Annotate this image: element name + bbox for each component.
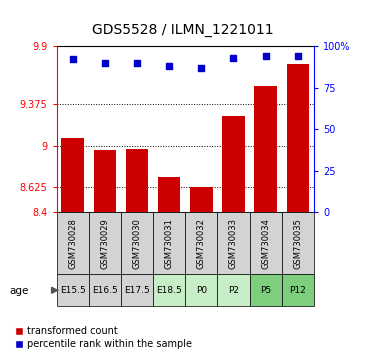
Text: E18.5: E18.5: [156, 286, 182, 295]
Bar: [126, 149, 148, 212]
Point: [199, 65, 204, 70]
Bar: [250, 274, 282, 306]
Point: [102, 60, 108, 65]
Text: GSM730032: GSM730032: [197, 218, 206, 269]
Text: GDS5528 / ILMN_1221011: GDS5528 / ILMN_1221011: [92, 23, 273, 37]
Text: P2: P2: [228, 286, 239, 295]
Bar: [222, 116, 245, 212]
Point: [231, 55, 237, 61]
Bar: [153, 274, 185, 306]
Bar: [93, 150, 116, 212]
Bar: [89, 212, 121, 274]
Bar: [121, 274, 153, 306]
Bar: [282, 212, 314, 274]
Point: [134, 60, 140, 65]
Bar: [287, 64, 309, 212]
Legend: transformed count, percentile rank within the sample: transformed count, percentile rank withi…: [16, 326, 192, 349]
Text: P12: P12: [289, 286, 306, 295]
Bar: [190, 187, 212, 212]
Text: P0: P0: [196, 286, 207, 295]
Text: E15.5: E15.5: [60, 286, 85, 295]
Text: GSM730035: GSM730035: [293, 218, 302, 269]
Text: E17.5: E17.5: [124, 286, 150, 295]
Bar: [250, 212, 282, 274]
Bar: [158, 177, 180, 212]
Bar: [153, 212, 185, 274]
Text: GSM730028: GSM730028: [68, 218, 77, 269]
Text: GSM730034: GSM730034: [261, 218, 270, 269]
Bar: [218, 274, 250, 306]
Bar: [57, 212, 89, 274]
Bar: [282, 274, 314, 306]
Text: P5: P5: [260, 286, 271, 295]
Point: [70, 57, 76, 62]
Point: [295, 53, 301, 59]
Text: E16.5: E16.5: [92, 286, 118, 295]
Bar: [218, 212, 250, 274]
Text: age: age: [9, 286, 28, 296]
Bar: [89, 274, 121, 306]
Text: GSM730030: GSM730030: [132, 218, 142, 269]
Text: GSM730029: GSM730029: [100, 218, 110, 269]
Point: [166, 63, 172, 69]
Bar: [254, 86, 277, 212]
Point: [263, 53, 269, 59]
Bar: [61, 138, 84, 212]
Bar: [185, 274, 218, 306]
Text: GSM730033: GSM730033: [229, 218, 238, 269]
Text: GSM730031: GSM730031: [165, 218, 174, 269]
Bar: [121, 212, 153, 274]
Bar: [185, 212, 218, 274]
Bar: [57, 274, 89, 306]
